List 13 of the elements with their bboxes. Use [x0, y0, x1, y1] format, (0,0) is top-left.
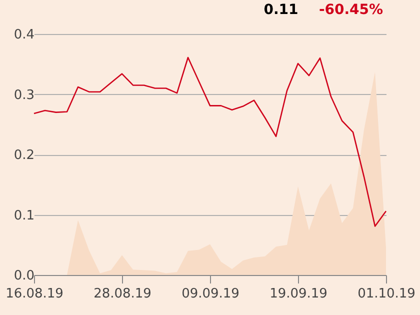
- text: 0.11: [264, 2, 298, 18]
- y-tick-label: 0.2: [14, 148, 34, 163]
- y-tick-label: 0.4: [14, 28, 34, 42]
- x-tick-label: 28.08.19: [94, 286, 152, 302]
- text: -60.45%: [318, 2, 384, 18]
- x-tick-label: 09.09.19: [182, 286, 240, 302]
- y-tick-label: 0.0: [14, 268, 34, 284]
- x-tick-label: 16.08.19: [6, 286, 64, 302]
- y-tick-label: 0.1: [14, 208, 34, 224]
- x-tick-label: 19.09.19: [270, 286, 328, 302]
- y-tick-label: 0.3: [14, 88, 34, 103]
- line-series: [33, 56, 387, 227]
- x-tick-label: 01.10.19: [358, 286, 416, 302]
